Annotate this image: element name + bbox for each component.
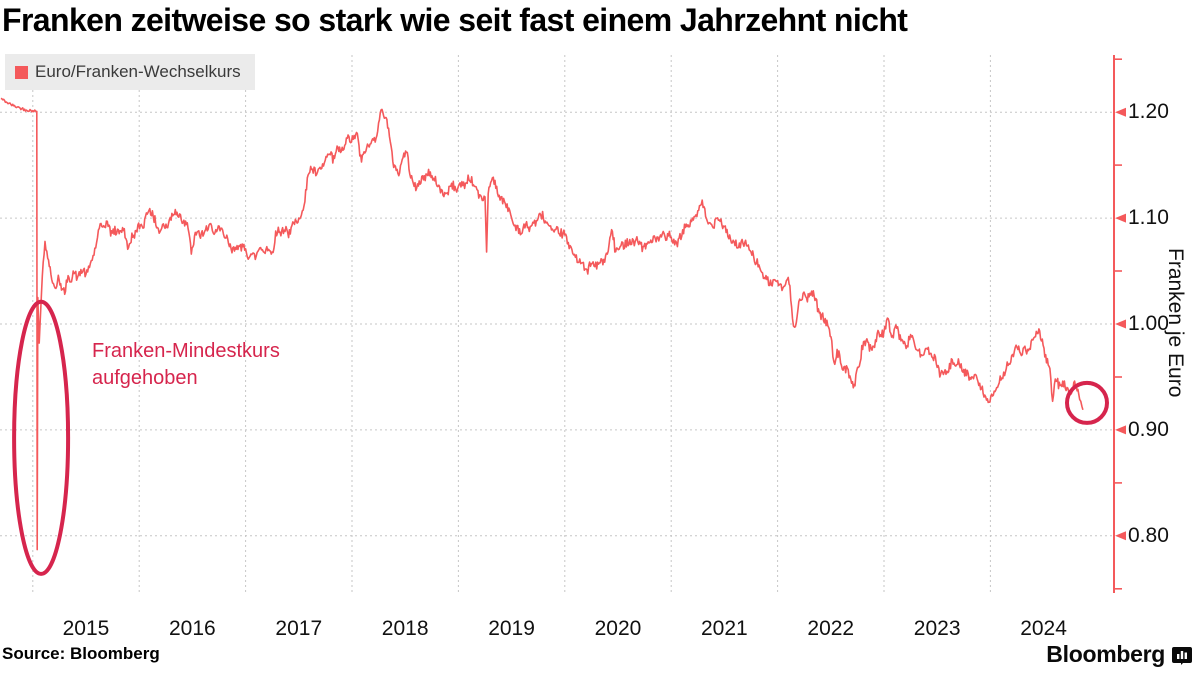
- price-line: [0, 97, 1084, 551]
- bloomberg-logo: Bloomberg: [1046, 641, 1192, 668]
- source-label: Source: Bloomberg: [2, 644, 160, 663]
- x-tick-label: 2018: [381, 617, 429, 640]
- y-axis-major-tick: [1115, 107, 1126, 117]
- x-tick-label: 2019: [488, 617, 535, 640]
- legend-swatch: [15, 65, 28, 79]
- x-tick-label: 2024: [1020, 617, 1067, 640]
- x-tick-label: 2021: [701, 617, 748, 640]
- y-tick-label: 0.90: [1128, 417, 1169, 441]
- latest-point-circle-annotation: [1065, 380, 1109, 425]
- y-axis-major-tick: [1115, 319, 1126, 329]
- y-tick-label: 1.10: [1128, 206, 1169, 230]
- y-tick-label: 0.80: [1128, 523, 1169, 547]
- y-axis-title: Franken je Euro: [1164, 248, 1187, 398]
- page-title: Franken zeitweise so stark wie seit fast…: [2, 2, 908, 38]
- annotation-label: Franken-Mindestkurs aufgehoben: [92, 340, 280, 389]
- x-tick-label: 2023: [913, 617, 961, 640]
- x-tick-label: 2022: [807, 617, 855, 640]
- y-axis-major-tick: [1115, 213, 1126, 223]
- y-tick-label: 1.00: [1128, 312, 1169, 335]
- bloomberg-bars-icon: [1172, 645, 1192, 665]
- x-tick-label: 2016: [169, 617, 216, 640]
- x-tick-label: 2015: [62, 617, 110, 640]
- y-axis-major-tick: [1115, 531, 1126, 541]
- event-ellipse-annotation: [12, 299, 71, 576]
- x-tick-label: 2017: [275, 617, 323, 640]
- legend: Euro/Franken-Wechselkurs: [5, 54, 255, 90]
- bloomberg-wordmark: Bloomberg: [1046, 641, 1165, 667]
- legend-label: Euro/Franken-Wechselkurs: [35, 62, 241, 81]
- y-tick-label: 1.20: [1128, 100, 1169, 124]
- x-tick-label: 2020: [594, 617, 642, 640]
- y-axis-major-tick: [1115, 425, 1126, 435]
